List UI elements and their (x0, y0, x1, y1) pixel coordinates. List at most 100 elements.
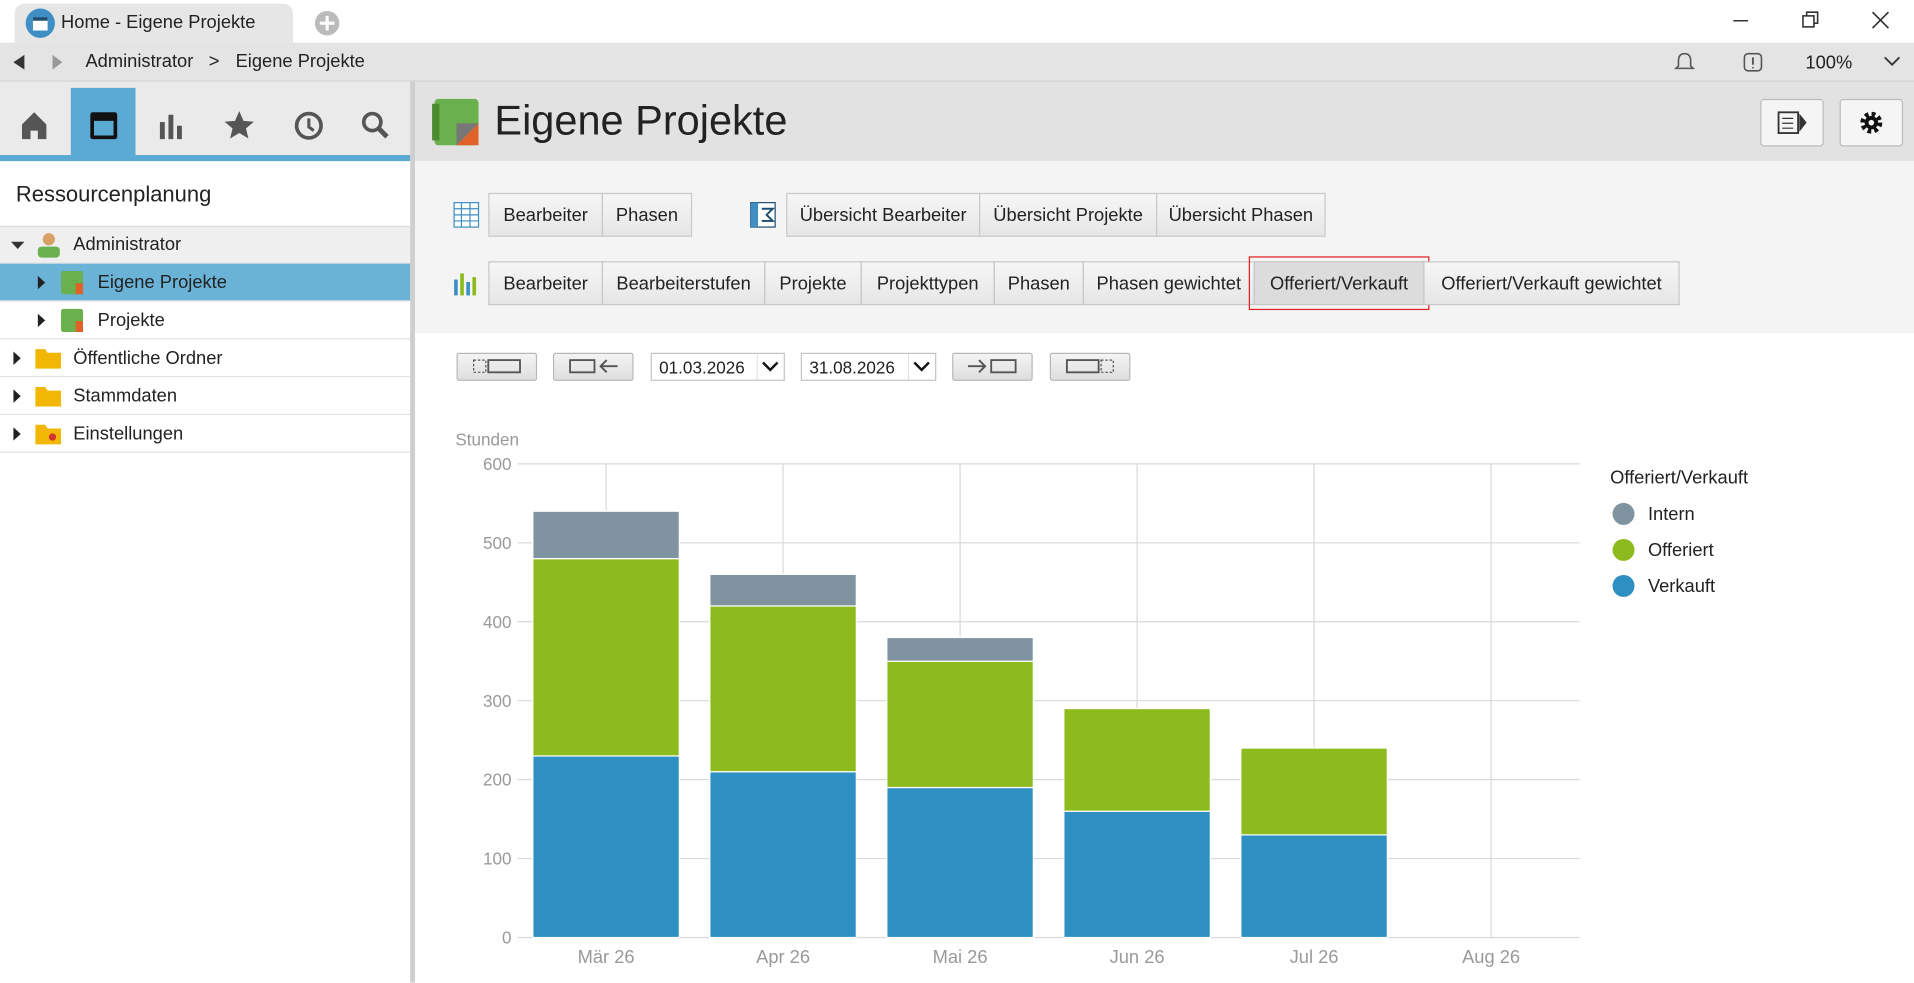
x-tick-label: Mai 26 (933, 946, 988, 967)
panel-button[interactable] (1760, 98, 1824, 147)
splitter[interactable] (410, 81, 416, 983)
tree-row[interactable]: Einstellungen (0, 415, 411, 453)
range-end-button[interactable] (1049, 352, 1131, 381)
tree-label: Einstellungen (73, 422, 184, 444)
dropdown-arrow (908, 354, 930, 380)
bar (1063, 810, 1211, 939)
bar (1063, 707, 1211, 812)
range-back-button[interactable] (552, 352, 634, 381)
legend-swatch (1612, 502, 1635, 525)
y-tick-label: 600 (483, 455, 512, 474)
chart-button[interactable]: Phasen (993, 261, 1084, 306)
settings-button[interactable] (1839, 98, 1904, 147)
tree-label: Stammdaten (73, 385, 178, 406)
bar (532, 755, 680, 939)
x-tick-label: Jul 26 (1290, 946, 1339, 967)
zoom-level[interactable]: 100% (1805, 52, 1853, 74)
view-button[interactable]: Bearbeiter (488, 192, 604, 237)
y-tick-label: 300 (483, 692, 512, 711)
view-button[interactable]: Übersicht Projekte (979, 192, 1158, 237)
tree-label: Administrator (73, 234, 182, 256)
x-tick-label: Aug 26 (1462, 946, 1520, 967)
menu-chevron[interactable] (1882, 54, 1902, 69)
bar (709, 605, 857, 773)
chart-button[interactable]: Bearbeiterstufen (601, 261, 766, 306)
toolbar (415, 161, 1914, 334)
tree-icon (37, 308, 84, 332)
tree-row[interactable]: Projekte (0, 302, 411, 340)
tree-row[interactable]: Stammdaten (0, 377, 411, 416)
bar (532, 510, 680, 560)
chart-button[interactable]: Phasen gewichtet (1082, 261, 1255, 306)
summary-icon (750, 202, 776, 228)
chart-button[interactable]: Bearbeiter (488, 261, 604, 306)
y-axis-label: Stunden (455, 431, 519, 450)
y-tick-label: 200 (483, 771, 512, 790)
legend-title: Offeriert/Verkauft (1610, 466, 1748, 487)
legend-swatch (1612, 538, 1635, 561)
main-header (415, 81, 1914, 162)
bar (1240, 834, 1388, 939)
bar (709, 573, 857, 607)
sidebar (0, 81, 411, 983)
chart-button[interactable]: Projekttypen (860, 261, 995, 306)
y-tick-label: 400 (483, 613, 512, 632)
breadcrumb-item[interactable]: Administrator (85, 51, 194, 73)
date-from-text: 01.03.2026 (659, 357, 745, 377)
legend-label: Intern (1648, 503, 1695, 524)
tree-row-selected[interactable]: Eigene Projekte (0, 263, 411, 302)
address-icons[interactable] (1672, 49, 1770, 76)
new-tab-button[interactable] (314, 10, 341, 37)
panel-icon (1777, 111, 1807, 134)
breadcrumb-item[interactable]: Eigene Projekte (235, 51, 365, 73)
nav-underline (0, 155, 411, 162)
chart-button[interactable]: Projekte (764, 261, 862, 306)
y-tick-label: 0 (502, 929, 511, 948)
sidebar-title: Ressourcenplanung (15, 181, 212, 207)
bar (532, 557, 680, 757)
legend-label: Verkauft (1648, 575, 1715, 596)
nav-arrows[interactable] (10, 52, 71, 72)
y-tick-label: 500 (483, 534, 512, 553)
range-forward-button[interactable] (952, 352, 1033, 381)
window-controls[interactable] (1721, 6, 1904, 35)
bar (709, 771, 857, 939)
sidebar-nav (0, 81, 411, 156)
range-icon (1065, 359, 1114, 374)
tree-icon (13, 386, 62, 406)
chart-button[interactable]: Offeriert/Verkauft gewichtet (1423, 261, 1680, 306)
y-tick-label: 100 (483, 850, 512, 869)
bar (886, 636, 1034, 662)
view-button[interactable]: Phasen (601, 192, 693, 237)
tab-title: Home - Eigene Projekte (61, 12, 256, 33)
tab[interactable] (14, 3, 293, 43)
chart-icon (454, 273, 477, 296)
chart-button-selected[interactable]: Offeriert/Verkauft (1248, 256, 1430, 311)
tree-row[interactable]: Öffentliche Ordner (0, 339, 411, 378)
date-from[interactable]: 01.03.2026 (650, 352, 785, 381)
tree-label: Eigene Projekte (97, 271, 227, 293)
view-button[interactable]: Übersicht Phasen (1156, 192, 1326, 237)
table-icon (453, 202, 480, 228)
tree-label: Öffentliche Ordner (73, 347, 223, 369)
view-button[interactable]: Übersicht Bearbeiter (786, 192, 981, 237)
bar (886, 786, 1034, 939)
date-to[interactable]: 31.08.2026 (800, 352, 937, 381)
x-tick-label: Jun 26 (1110, 946, 1165, 967)
nav-icons[interactable] (0, 88, 410, 155)
range-start-button[interactable] (456, 352, 538, 381)
legend-swatch (1612, 574, 1635, 597)
gear-icon (1860, 111, 1883, 134)
page-title: Eigene Projekte (494, 97, 788, 145)
dropdown-arrow (756, 354, 779, 380)
tree-label: Projekte (97, 309, 165, 331)
breadcrumb-separator: > (208, 51, 220, 73)
bar (886, 660, 1034, 789)
tree-icon (13, 424, 62, 444)
tree-row[interactable]: Administrator (0, 225, 411, 264)
bar (1240, 747, 1388, 836)
range-icon (569, 359, 618, 374)
page-icon (432, 98, 479, 146)
